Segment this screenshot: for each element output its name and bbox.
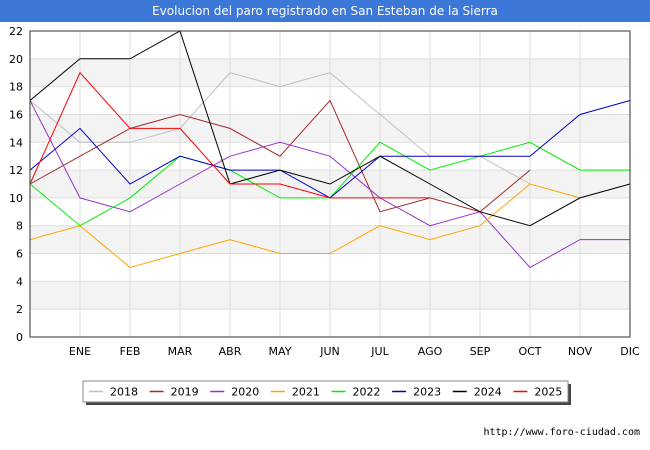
legend-label-2025: 2025 [534,386,562,399]
x-tick-label: FEB [120,345,141,358]
series-line-2021 [29,183,581,269]
y-tick-label: 16 [9,108,23,121]
legend-label-2019: 2019 [171,386,199,399]
x-tick-label: SEP [470,345,491,358]
x-tick-label: MAY [269,345,292,358]
y-tick-label: 20 [9,53,23,66]
x-tick-label: DIC [620,345,640,358]
plot-border [29,30,631,338]
y-tick-label: 10 [9,192,23,205]
x-tick-labels: ENE FEB MAR ABR MAY JUN JUL AGO SEP OCT NOV DIC [69,345,640,358]
source-url: http://www.foro-ciudad.com [483,427,640,438]
series-line-2019 [29,99,531,213]
x-tick-label: ENE [69,345,91,358]
y-tick-label: 18 [9,81,23,94]
series-line-2020 [29,100,630,269]
x-tick-label: JUN [319,345,340,358]
x-tick-label: MAR [168,345,193,358]
y-tick-label: 14 [9,136,23,149]
legend-box [82,380,569,403]
chart-title: Evolucion del paro registrado en San Est… [0,0,650,22]
x-tick-label: JUL [370,345,389,358]
legend: 2018 2019 2020 2021 2022 2023 2024 2025 [82,380,571,405]
y-tick-label: 22 [9,25,23,38]
y-tick-label: 2 [16,303,23,316]
y-tick-label: 12 [9,164,23,177]
legend-label-2024: 2024 [474,386,502,399]
y-tick-label: 6 [16,248,23,261]
legend-label-2018: 2018 [110,386,138,399]
series-lines [29,30,631,269]
legend-label-2021: 2021 [292,386,320,399]
series-line-2025 [29,71,430,199]
axis [29,30,631,338]
y-tick-label: 4 [16,275,23,288]
legend-label-2020: 2020 [231,386,259,399]
legend-label-2022: 2022 [353,386,381,399]
y-tick-labels: 0 2 4 6 8 10 12 14 16 18 20 22 [9,25,23,344]
x-tick-label: OCT [518,345,541,358]
series-line-2024 [29,30,631,227]
y-tick-label: 0 [16,331,23,344]
x-tick-label: ABR [219,345,242,358]
x-tick-label: AGO [418,345,443,358]
x-tick-label: NOV [568,345,593,358]
y-tick-label: 8 [16,220,23,233]
legend-label-2023: 2023 [413,386,441,399]
